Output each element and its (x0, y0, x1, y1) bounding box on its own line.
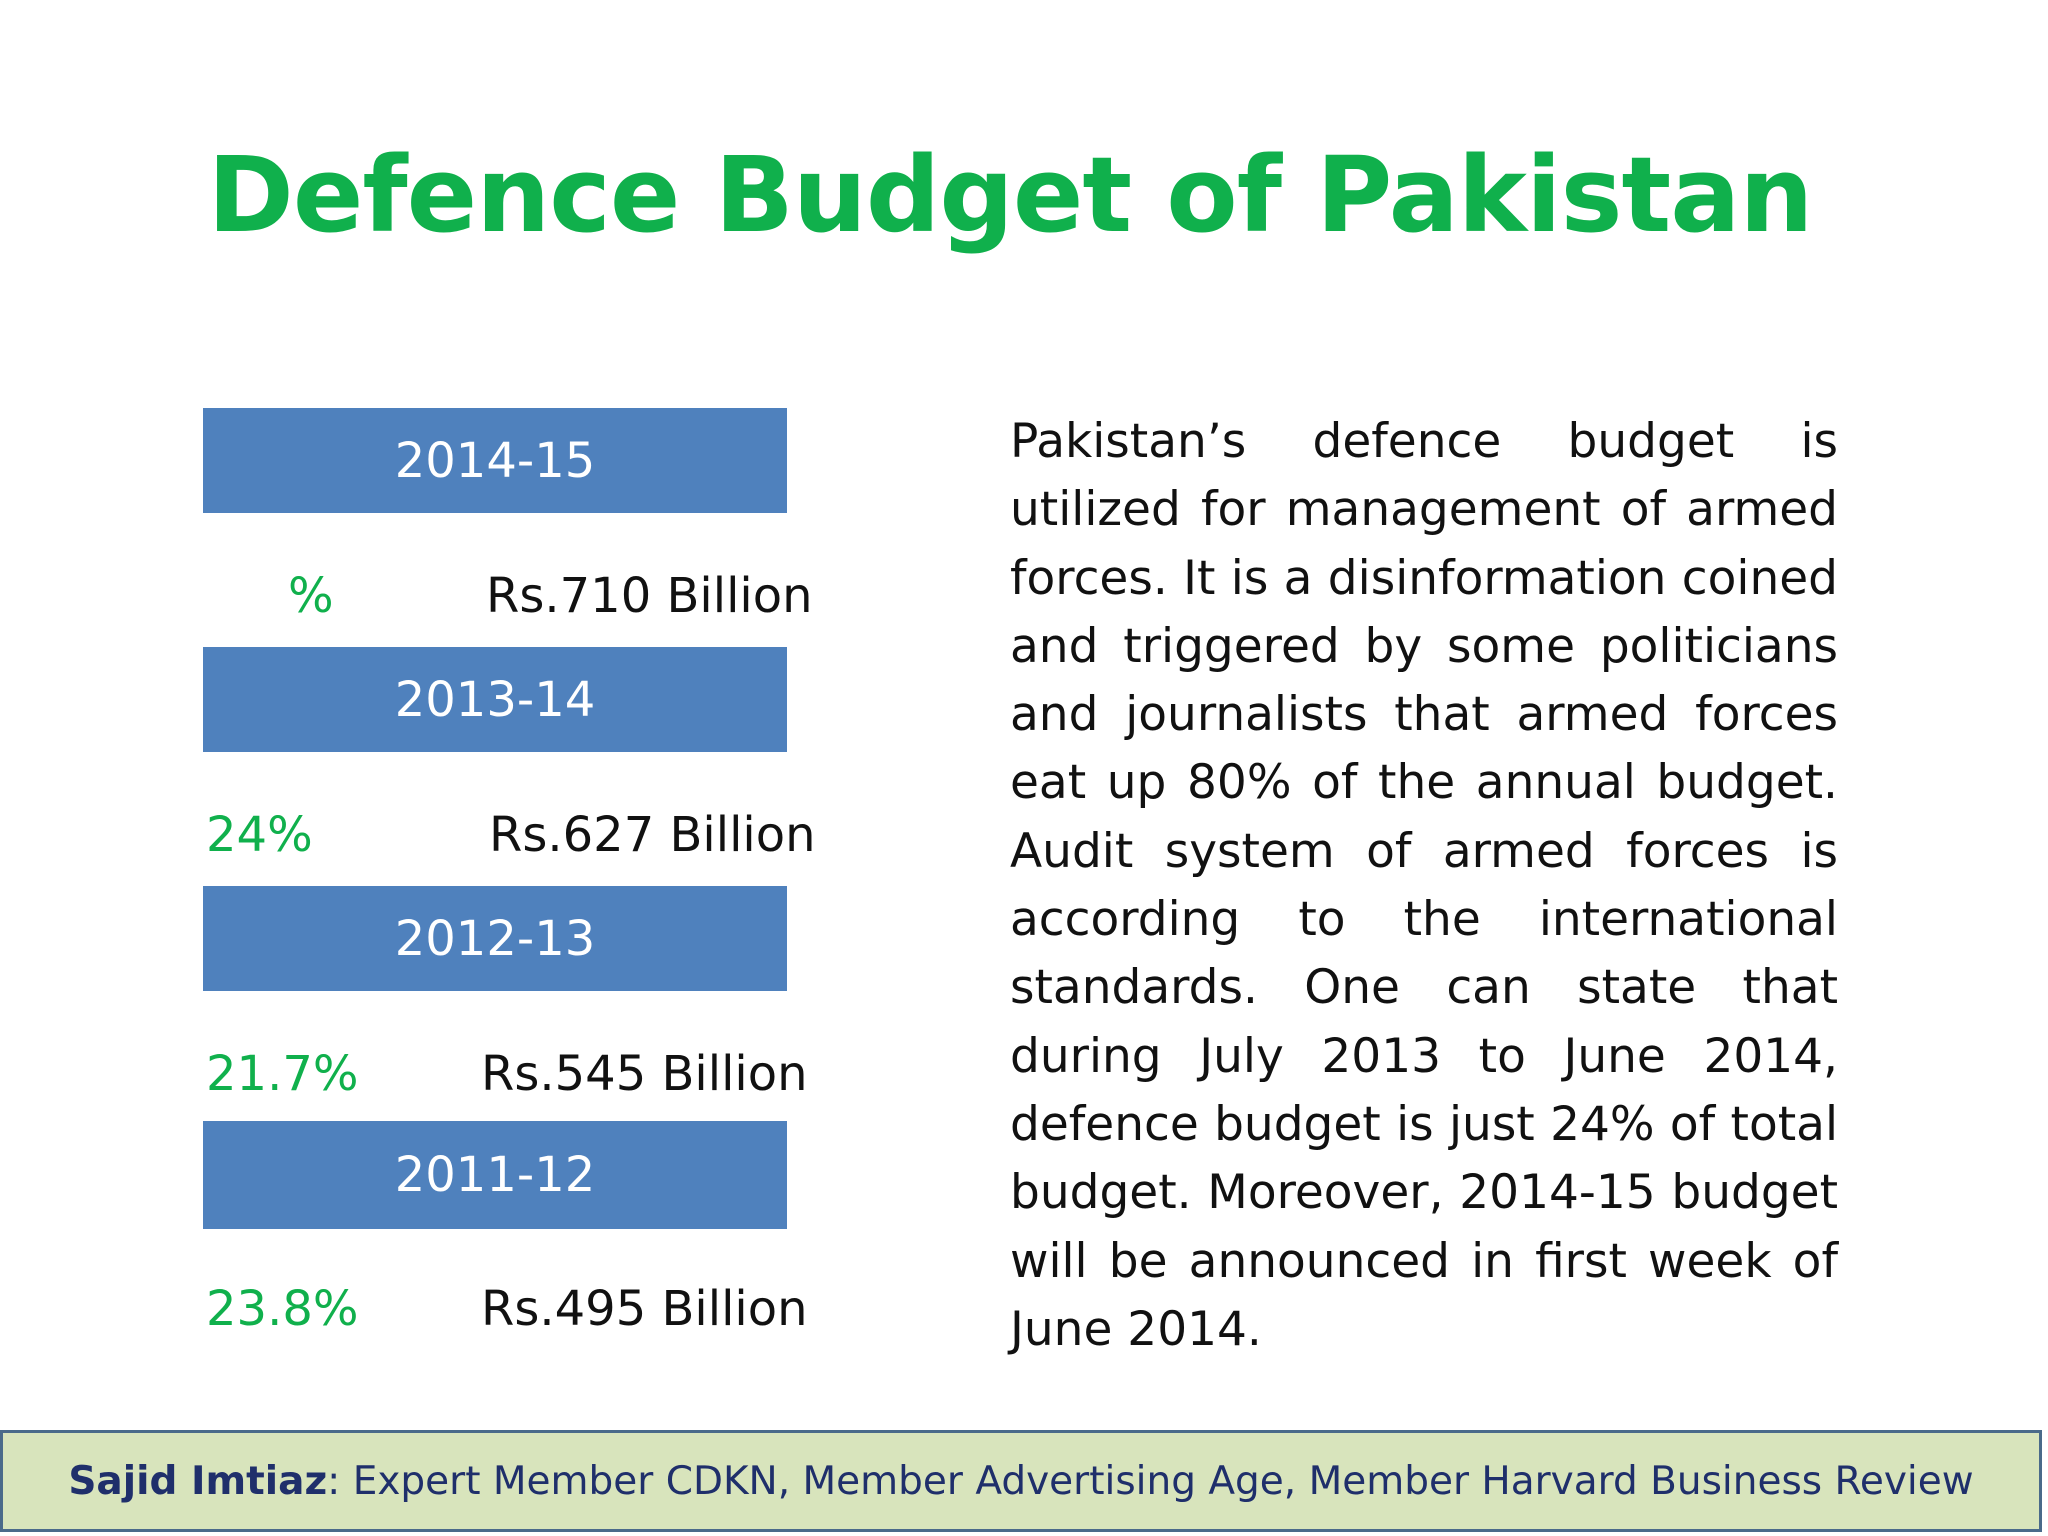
percent-2012-13: 21.7% (206, 1046, 359, 1102)
percent-2014-15: % (288, 568, 334, 624)
percent-2011-12: 23.8% (206, 1281, 359, 1337)
footer-separator: : (327, 1458, 341, 1504)
percent-2013-14: 24% (206, 807, 313, 863)
footer-credit: Sajid Imtiaz: Expert Member CDKN, Member… (0, 1430, 2042, 1532)
amount-2011-12: Rs.495 Billion (481, 1281, 808, 1337)
year-bar-2012-13: 2012-13 (203, 886, 787, 991)
amount-2013-14: Rs.627 Billion (489, 807, 816, 863)
body-paragraph: Pakistan’s defence budget is utilized fo… (1010, 414, 1838, 1357)
year-bar-2011-12: 2011-12 (203, 1121, 787, 1229)
footer-author: Sajid Imtiaz (68, 1458, 328, 1504)
amount-2014-15: Rs.710 Billion (486, 568, 813, 624)
slide-title: Defence Budget of Pakistan (207, 134, 1814, 256)
year-bar-2014-15: 2014-15 (203, 408, 787, 513)
footer-credentials: Expert Member CDKN, Member Advertising A… (340, 1458, 1974, 1504)
amount-2012-13: Rs.545 Billion (481, 1046, 808, 1102)
year-bar-2013-14: 2013-14 (203, 647, 787, 752)
